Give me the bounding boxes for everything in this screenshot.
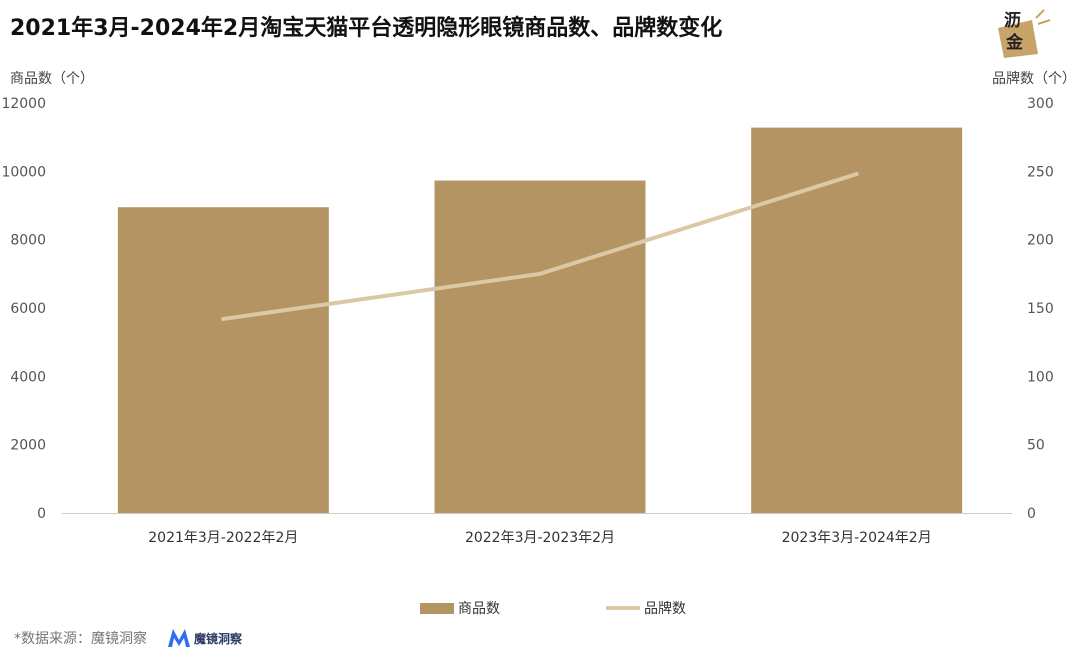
line-point (538, 271, 542, 276)
left-y-axis: 0 2000 4000 6000 8000 10000 12000 (1, 96, 46, 522)
logo-text-bottom: 金 (1005, 32, 1024, 53)
right-y-tick-label: 150 (1027, 301, 1054, 317)
chart-title: 2021年3月-2024年2月淘宝天猫平台透明隐形眼镜商品数、品牌数变化 (10, 16, 723, 41)
legend: 商品数 品牌数 (0, 598, 1080, 618)
right-y-tick-label: 250 (1027, 164, 1054, 180)
right-y-tick-label: 100 (1027, 369, 1054, 385)
legend-label-bar: 商品数 (458, 601, 500, 617)
right-y-tick-label: 50 (1027, 438, 1045, 454)
right-y-tick-label: 200 (1027, 233, 1054, 249)
legend-label-line: 品牌数 (644, 601, 686, 617)
x-tick-label: 2021年3月-2022年2月 (148, 530, 298, 546)
right-y-axis: 0 50 100 150 200 250 300 (1027, 96, 1054, 522)
right-axis-title: 品牌数（个） (992, 71, 1076, 87)
logo-text-top: 沥 (1004, 11, 1021, 31)
left-axis-title: 商品数（个） (10, 71, 94, 87)
data-source: *数据来源：魔镜洞察 魔镜洞察 (14, 628, 242, 648)
line-series (221, 172, 859, 321)
left-y-tick-label: 4000 (10, 369, 46, 385)
x-tick-label: 2022年3月-2023年2月 (465, 530, 615, 546)
bar (117, 207, 329, 514)
left-y-tick-label: 12000 (1, 96, 46, 112)
left-y-tick-label: 2000 (10, 438, 46, 454)
legend-swatch-line (606, 606, 640, 610)
legend-swatch-bar (420, 602, 454, 614)
left-y-tick-label: 6000 (10, 301, 46, 317)
source-label: *数据来源：魔镜洞察 (14, 631, 147, 647)
left-y-tick-label: 8000 (10, 233, 46, 249)
dual-axis-chart: 0 2000 4000 6000 8000 10000 12000 0 50 100 150 200… (1, 96, 1054, 546)
bar (434, 180, 646, 513)
source-brand-name: 魔镜洞察 (194, 631, 243, 646)
mojing-m-logo-icon (168, 629, 190, 647)
left-y-tick-label: 10000 (1, 164, 46, 180)
x-axis: 2021年3月-2022年2月 2022年3月-2023年2月 2023年3月-20… (148, 530, 931, 546)
line-point (854, 172, 859, 177)
x-tick-label: 2023年3月-2024年2月 (782, 530, 932, 546)
legend-item-line: 品牌数 (606, 598, 686, 618)
line-point (221, 316, 226, 321)
lijin-logo-icon: 沥 金 (992, 6, 1056, 62)
legend-item-bar: 商品数 (420, 598, 500, 618)
bar (751, 127, 963, 513)
bar-series (117, 127, 963, 514)
right-y-tick-label: 0 (1027, 506, 1036, 522)
right-y-tick-label: 300 (1027, 96, 1054, 112)
source-brand: 魔镜洞察 (167, 628, 242, 648)
left-y-tick-label: 0 (37, 506, 46, 522)
